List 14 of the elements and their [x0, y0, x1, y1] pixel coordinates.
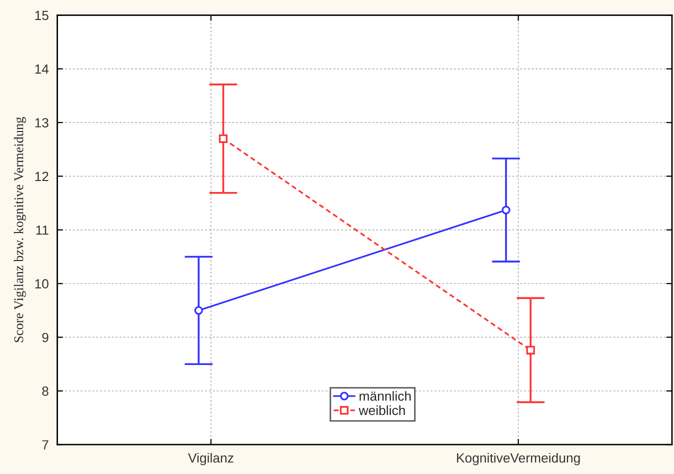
y-tick-label: 11 [36, 226, 48, 235]
y-tick-label: 15 [35, 10, 48, 20]
y-tick-label: 8 [42, 386, 48, 396]
y-axis-title: Score Vigilanz bzw. kognitive Vermeidung [14, 117, 26, 342]
x-tick-label: Vigilanz [188, 452, 234, 466]
y-tick-label: 7 [42, 440, 48, 450]
y-tick-label: 14 [35, 64, 49, 74]
y-tick-label: 9 [42, 332, 48, 342]
x-tick-label: KognitiveVermeidung [457, 452, 580, 466]
legend-label: männlich [360, 391, 411, 401]
y-tick-label: 12 [35, 172, 48, 181]
y-tick-label: 13 [35, 118, 48, 128]
y-tick-label: 10 [35, 279, 48, 288]
legend-label: weiblich [358, 405, 405, 416]
